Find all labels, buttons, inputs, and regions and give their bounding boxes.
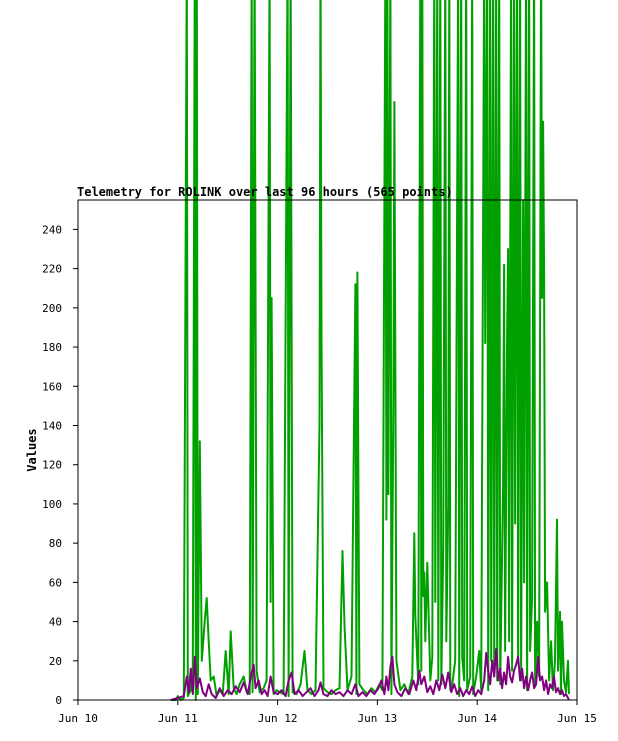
y-tick-label: 20 <box>49 655 62 668</box>
plot-area-frame <box>77 199 578 701</box>
series-layer <box>170 0 570 701</box>
y-tick-label: 40 <box>49 616 62 629</box>
x-tick-label: Jun 12 <box>258 712 298 725</box>
y-tick-label: 160 <box>42 380 62 393</box>
x-tick-label: Jun 11 <box>158 712 198 725</box>
y-tick-label: 0 <box>55 694 62 707</box>
series-line-1 <box>170 0 570 701</box>
y-axis-title: Values <box>25 428 39 471</box>
y-tick-label: 120 <box>42 459 62 472</box>
series-line-2 <box>170 648 570 701</box>
y-tick-label: 100 <box>42 498 62 511</box>
x-tick-label: Jun 10 <box>58 712 98 725</box>
y-tick-label: 200 <box>42 302 62 315</box>
chart-title: Telemetry for ROLINK over last 96 hours … <box>77 185 453 199</box>
y-tick-label: 240 <box>42 223 62 236</box>
axis-layer: 0 20 40 60 80 100 120 140 160 180 200 220 240 Jun 10 J… <box>42 223 597 725</box>
y-tick-label: 60 <box>49 576 62 589</box>
y-tick-label: 220 <box>42 263 62 276</box>
y-tick-label: 140 <box>42 419 62 432</box>
y-tick-label: 80 <box>49 537 62 550</box>
x-tick-label: Jun 13 <box>358 712 398 725</box>
x-tick-label: Jun 14 <box>457 712 497 725</box>
y-tick-label: 180 <box>42 341 62 354</box>
x-tick-label: Jun 15 <box>557 712 597 725</box>
